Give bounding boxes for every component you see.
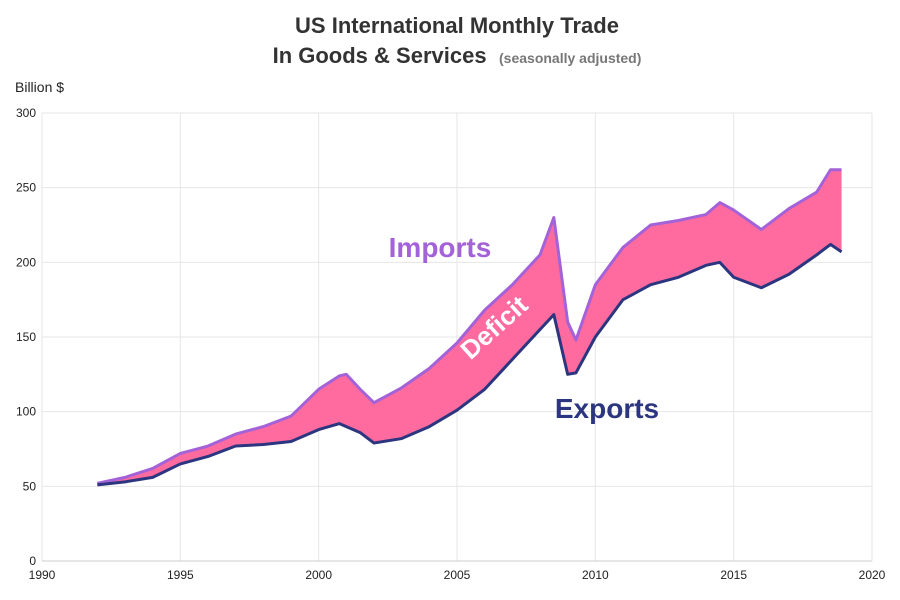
deficit-band	[97, 169, 842, 485]
x-tick-label: 1990	[29, 568, 56, 582]
y-tick-label: 100	[16, 405, 36, 419]
chart-title-line2: In Goods & Services (seasonally adjusted…	[273, 43, 642, 68]
x-tick-label: 2015	[720, 568, 747, 582]
chart-subtitle: (seasonally adjusted)	[499, 50, 641, 66]
y-tick-label: 250	[16, 181, 36, 195]
y-tick-label: 150	[16, 330, 36, 344]
exports-line	[97, 242, 843, 487]
y-axis-label: Billion $	[15, 79, 64, 95]
x-tick-label: 2005	[444, 568, 471, 582]
x-tick-label: 1995	[167, 568, 194, 582]
chart-title: US International Monthly Trade	[295, 13, 619, 38]
plot-area	[97, 168, 843, 487]
imports-line	[97, 168, 842, 485]
y-tick-label: 300	[16, 106, 36, 120]
chart-title-main-line2: In Goods & Services	[273, 43, 487, 68]
x-tick-label: 2000	[305, 568, 332, 582]
exports-annotation: Exports	[555, 393, 659, 424]
y-tick-label: 0	[29, 554, 36, 568]
imports-annotation: Imports	[389, 232, 492, 263]
y-tick-label: 50	[23, 479, 37, 493]
x-tick-label: 2020	[859, 568, 886, 582]
y-tick-label: 200	[16, 255, 36, 269]
axis-ticks: 0 50 100 150 200 250 300 1990 1995 2000 2005 2010 20…	[16, 106, 886, 582]
x-tick-label: 2010	[582, 568, 609, 582]
grid-lines	[41, 112, 873, 562]
